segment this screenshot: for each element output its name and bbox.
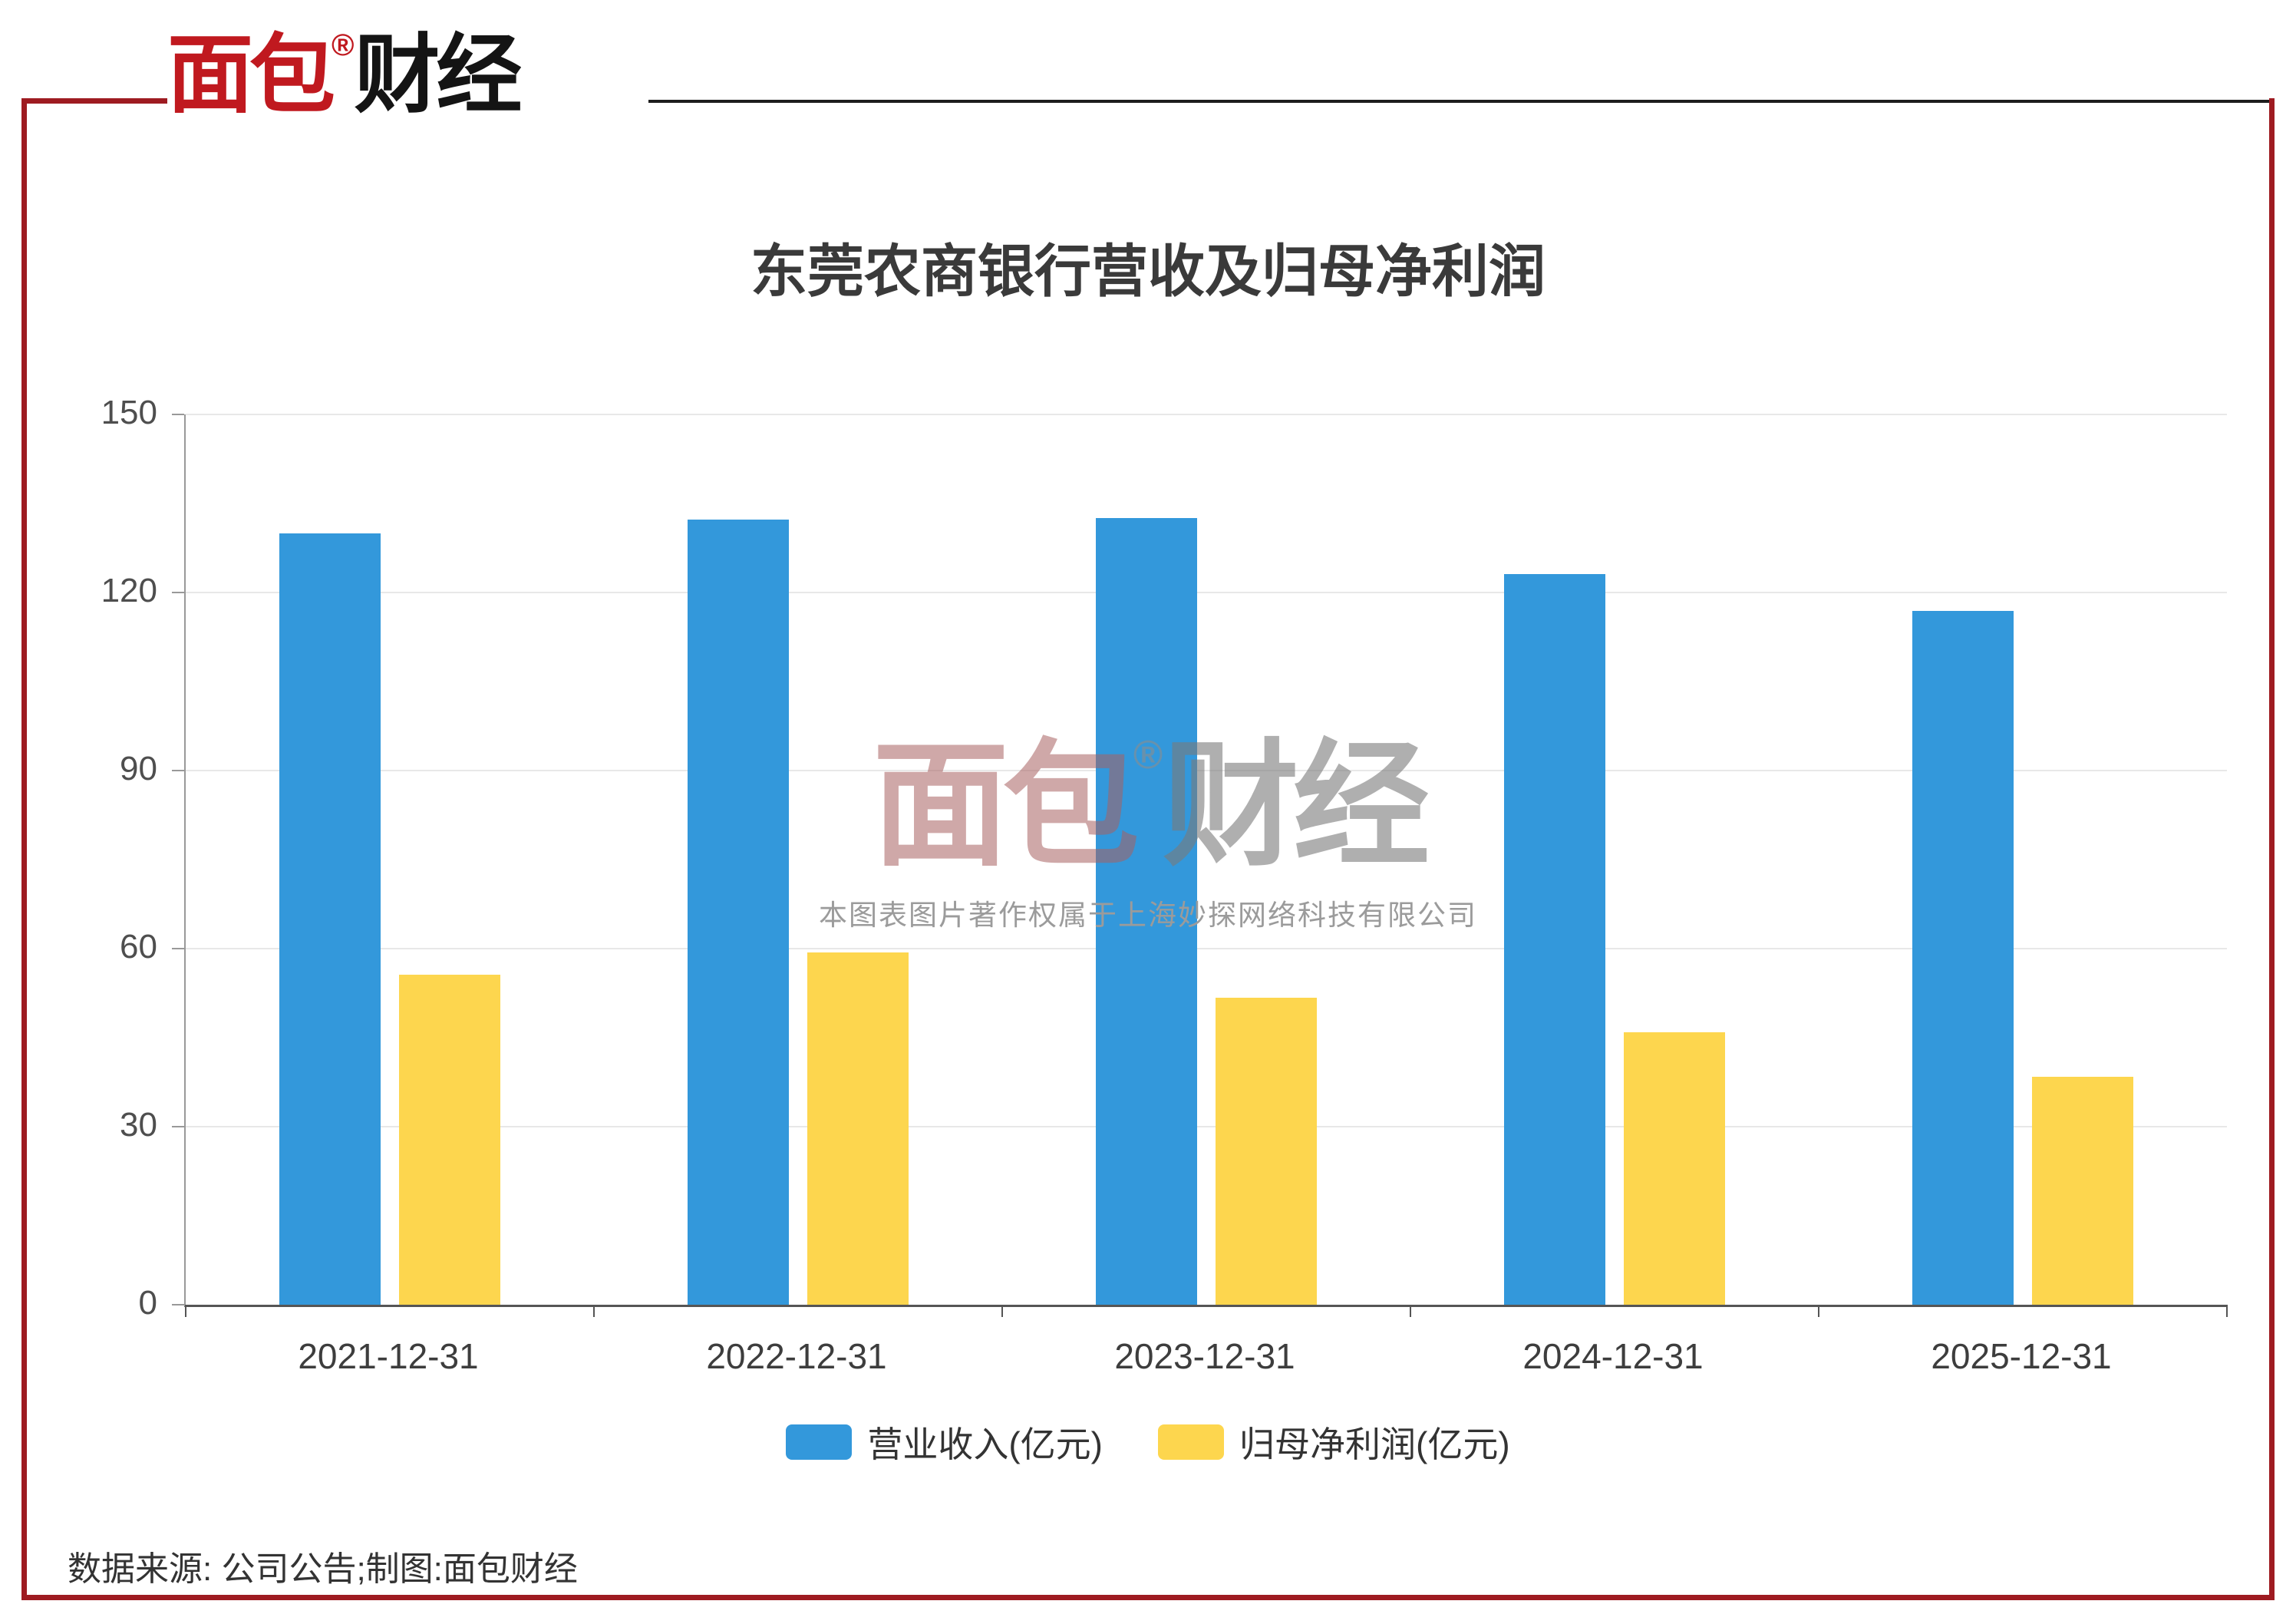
y-axis-label: 30 xyxy=(120,1106,157,1144)
y-axis-tick xyxy=(172,770,184,771)
x-axis-tick xyxy=(1818,1305,1819,1317)
y-axis-tick xyxy=(172,1126,184,1127)
y-axis-label: 90 xyxy=(120,750,157,787)
bar-net-profit-2024-12-31 xyxy=(1624,1032,1725,1305)
chart-title: 东莞农商银行营收及归母净利润 xyxy=(750,239,1546,303)
x-axis-tick xyxy=(2226,1305,2228,1317)
brand-logo-black-text: 财经 xyxy=(354,27,522,123)
legend-swatch xyxy=(1158,1424,1224,1460)
gridline-120 xyxy=(186,592,2227,593)
y-axis-label: 0 xyxy=(138,1284,157,1322)
bar-group-2023-12-31 xyxy=(1002,414,1410,1305)
source-note: 数据来源: 公司公告;制图:面包财经 xyxy=(68,1550,578,1588)
bar-group-2021-12-31 xyxy=(186,414,594,1305)
x-axis-label: 2024-12-31 xyxy=(1522,1336,1704,1376)
bar-revenue-2024-12-31 xyxy=(1504,574,1605,1305)
bar-revenue-2025-12-31 xyxy=(1912,610,2014,1305)
bar-revenue-2023-12-31 xyxy=(1096,517,1197,1305)
y-axis-tick xyxy=(172,948,184,949)
legend-swatch xyxy=(786,1424,853,1460)
y-axis-label: 150 xyxy=(101,394,157,431)
registered-trademark-icon: ® xyxy=(332,28,355,62)
x-axis-tick xyxy=(185,1305,186,1317)
bar-revenue-2021-12-31 xyxy=(279,533,381,1305)
legend-label: 营业收入(亿元) xyxy=(867,1424,1103,1464)
legend: 营业收入(亿元) 归母净利润(亿元) xyxy=(0,1417,2296,1467)
bar-net-profit-2021-12-31 xyxy=(399,975,500,1305)
gridline-90 xyxy=(186,770,2227,771)
bar-group-2024-12-31 xyxy=(1410,414,1819,1305)
bar-net-profit-2025-12-31 xyxy=(2032,1077,2133,1305)
y-axis-tick xyxy=(172,414,184,415)
plot-area xyxy=(172,414,2228,1317)
bar-net-profit-2022-12-31 xyxy=(807,952,909,1305)
bar-net-profit-2023-12-31 xyxy=(1216,998,1317,1305)
gridline-30 xyxy=(186,1126,2227,1127)
frame-border-top-left xyxy=(21,98,167,104)
frame-border-bottom xyxy=(21,1595,2275,1600)
legend-item: 归母净利润(亿元) xyxy=(1158,1417,1510,1467)
legend-label: 归母净利润(亿元) xyxy=(1239,1424,1510,1464)
frame-border-right xyxy=(2269,98,2275,1600)
y-axis-label: 60 xyxy=(120,928,157,965)
y-axis-label: 120 xyxy=(101,572,157,609)
x-axis-tick xyxy=(1410,1305,1411,1317)
bar-group-2025-12-31 xyxy=(1819,414,2227,1305)
y-axis-tick xyxy=(172,592,184,593)
brand-logo: 面包®财经 xyxy=(167,26,522,125)
frame-border-left xyxy=(21,98,27,1600)
gridline-150 xyxy=(186,414,2227,415)
y-axis-tick xyxy=(172,1304,184,1305)
x-axis-tick xyxy=(1001,1305,1003,1317)
x-axis-label: 2025-12-31 xyxy=(1931,1336,2112,1376)
legend-item: 营业收入(亿元) xyxy=(786,1417,1103,1467)
frame-border-top-right xyxy=(648,100,2269,103)
x-axis-label: 2023-12-31 xyxy=(1114,1336,1295,1376)
x-axis-tick xyxy=(593,1305,595,1317)
brand-logo-red-text: 面包 xyxy=(167,27,335,123)
gridline-60 xyxy=(186,948,2227,949)
bar-revenue-2022-12-31 xyxy=(688,519,789,1305)
x-axis-label: 2022-12-31 xyxy=(706,1336,887,1376)
x-axis-label: 2021-12-31 xyxy=(298,1336,479,1376)
bar-group-2022-12-31 xyxy=(594,414,1002,1305)
